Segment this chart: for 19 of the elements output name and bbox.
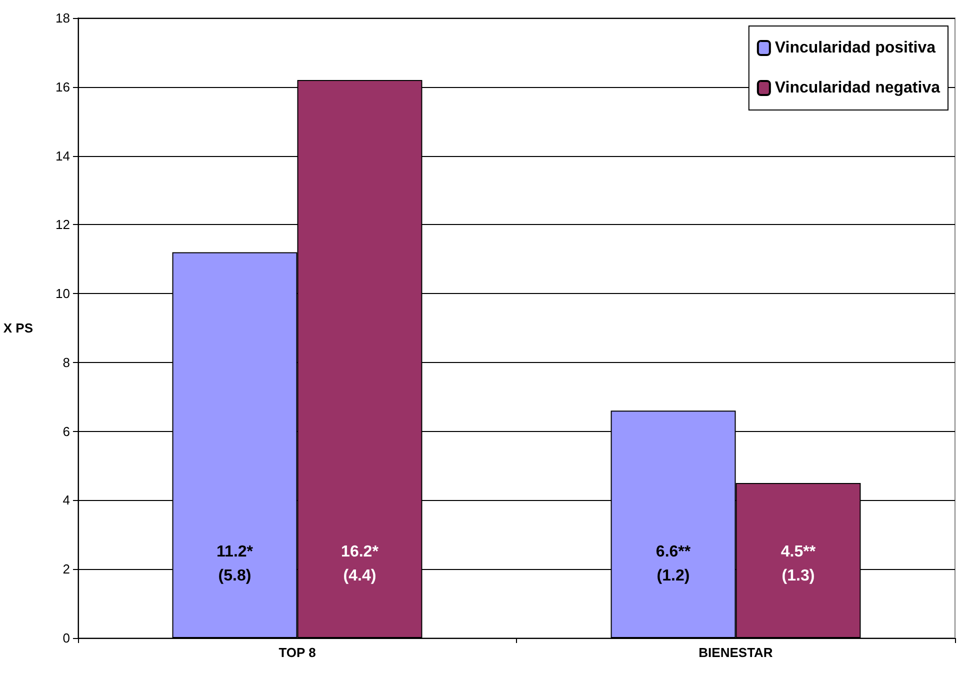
data-label: 11.2* (5.8) [216,544,254,584]
y-tick-label: 6 [62,424,70,439]
x-tick-label: BIENESTAR [698,645,774,660]
y-tick-label: 4 [62,492,70,508]
y-tick-label: 12 [56,217,70,232]
data-label: 4.5** (1.3) [780,544,816,584]
y-tick-label: 0 [62,630,70,646]
y-tick-label: 10 [56,286,70,302]
y-axis-title: X PS [3,320,34,336]
data-label: 16.2* (4.4) [341,544,380,584]
y-tick-label: 14 [56,148,70,164]
x-tick-label: TOP 8 [278,645,316,660]
data-label: 6.6** (1.2) [656,544,692,584]
y-tick-label: 18 [56,10,70,26]
legend-label: Vincularidad negativa [774,80,940,96]
y-tick-label: 8 [62,354,70,370]
y-tick-label: 16 [56,79,70,94]
legend-label: Vincularidad positiva [774,40,936,56]
y-tick-label: 2 [62,562,70,577]
